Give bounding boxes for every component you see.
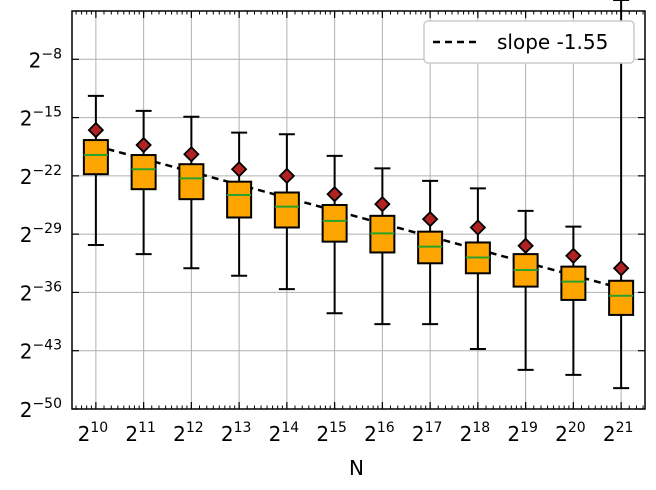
box-12: [178, 115, 205, 270]
diamond-marker-10: [87, 121, 105, 139]
y-tick-label-0: 2−50: [20, 396, 62, 422]
box-17: [417, 179, 444, 326]
box-16: [369, 167, 396, 326]
y-tick-label-6: 2−8: [29, 46, 62, 72]
x-tick-label-0: 210: [78, 420, 109, 446]
fit-line: [95, 144, 622, 290]
x-tick-label-10: 220: [555, 420, 586, 446]
iqr-box-12: [178, 163, 205, 201]
grid-lines: [72, 11, 645, 410]
box-11: [130, 109, 157, 256]
box-19: [512, 209, 539, 371]
box-14: [273, 133, 300, 291]
y-tick-label-1: 2−43: [20, 338, 62, 364]
iqr-box-21: [608, 279, 635, 316]
diamond-marker-14: [278, 167, 296, 185]
y-tick-label-3: 2−29: [20, 221, 62, 247]
x-tick-label-9: 219: [507, 420, 538, 446]
diamond-marker-16: [374, 195, 391, 213]
diamond-marker-18: [469, 219, 487, 236]
legend: slope -1.55: [423, 20, 635, 64]
box-18: [464, 187, 491, 351]
x-tick-label-2: 212: [173, 420, 204, 446]
diamond-markers: [87, 121, 630, 277]
x-tick-label-6: 216: [364, 420, 395, 446]
x-tick-label-11: 221: [603, 420, 634, 446]
diamond-marker-11: [135, 136, 152, 154]
x-tick-label-5: 215: [316, 420, 347, 446]
iqr-box-13: [226, 180, 253, 219]
diamond-marker-15: [326, 185, 343, 203]
iqr-box-14: [273, 191, 300, 229]
y-tick-labels: 2−50 2−43 2−36 2−29 2−22 2−15 2−8: [20, 46, 62, 422]
x-tick-label-4: 214: [269, 420, 300, 446]
y-tick-label-4: 2−22: [20, 163, 62, 189]
diamond-marker-20: [565, 247, 582, 265]
box-13: [226, 131, 253, 277]
x-tick-label-3: 213: [221, 420, 252, 446]
box-10: [82, 94, 109, 246]
iqr-box-20: [560, 265, 587, 301]
iqr-box-10: [82, 139, 109, 176]
diamond-marker-19: [517, 237, 534, 255]
box-15: [321, 154, 348, 315]
y-tick-label-5: 2−15: [20, 105, 62, 131]
fit-line-layer: [95, 144, 622, 290]
diamond-marker-17: [421, 210, 439, 228]
plot-frame: [71, 10, 646, 410]
iqr-box-11: [130, 154, 157, 191]
diamond-marker-21: [612, 260, 630, 277]
legend-box: [423, 20, 635, 64]
x-tick-label-8: 218: [460, 420, 491, 446]
diamond-marker-12: [183, 145, 200, 163]
legend-label: slope -1.55: [497, 30, 608, 54]
x-tick-label-7: 217: [412, 420, 443, 446]
diamond-marker-13: [230, 160, 248, 178]
y-tick-label-2: 2−36: [20, 279, 62, 305]
iqr-box-15: [321, 204, 348, 243]
x-tick-label-1: 211: [125, 420, 156, 446]
axis-ticks: [72, 11, 645, 410]
x-axis-label: N: [349, 456, 364, 480]
x-tick-labels: 210 211 212 213 214 215 216 217 218 219 220 221: [78, 420, 634, 446]
